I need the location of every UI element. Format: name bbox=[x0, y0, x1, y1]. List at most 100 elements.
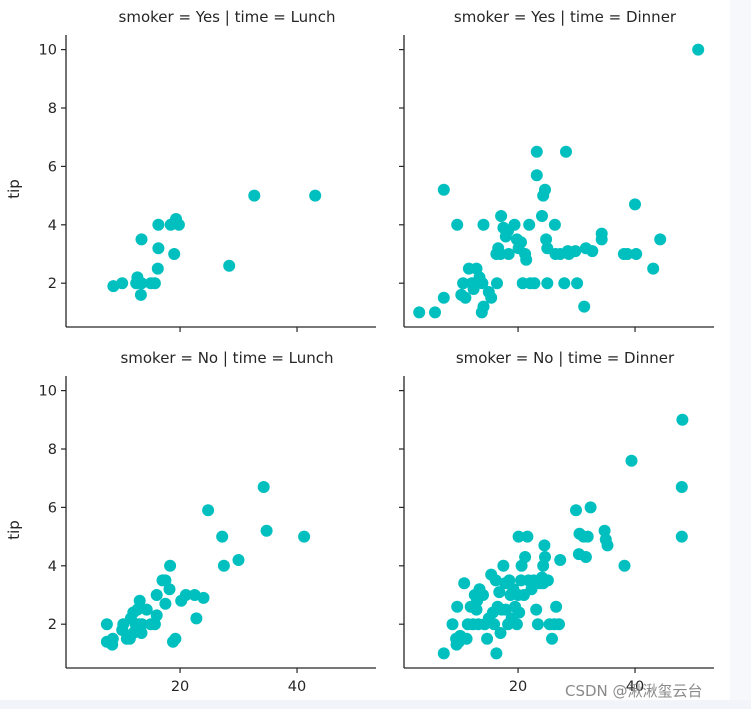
data-point bbox=[459, 291, 472, 304]
data-point bbox=[135, 277, 148, 290]
data-point bbox=[116, 277, 129, 290]
y-axis-label: tip bbox=[5, 520, 23, 540]
data-point bbox=[100, 618, 113, 631]
data-point bbox=[629, 198, 641, 211]
data-point bbox=[248, 189, 261, 202]
data-point bbox=[232, 554, 245, 566]
data-point bbox=[136, 618, 148, 631]
panel-title: smoker = No | time = Dinner bbox=[456, 349, 675, 367]
panel-title: smoker = Yes | time = Dinner bbox=[454, 8, 677, 26]
data-point bbox=[457, 277, 470, 290]
data-point bbox=[560, 145, 572, 158]
data-point bbox=[451, 600, 464, 613]
facet-panel: smoker = Yes | time = Dinner bbox=[399, 8, 714, 332]
data-point bbox=[489, 574, 502, 587]
data-point bbox=[164, 559, 177, 572]
data-point bbox=[513, 606, 526, 619]
data-point bbox=[140, 603, 153, 616]
y-tick-label: 8 bbox=[48, 101, 57, 117]
data-point bbox=[502, 248, 515, 260]
data-point bbox=[595, 227, 608, 240]
data-point bbox=[476, 277, 489, 290]
data-point bbox=[223, 259, 236, 272]
data-point bbox=[437, 183, 450, 196]
data-point bbox=[451, 218, 464, 231]
data-point bbox=[309, 189, 322, 202]
data-point bbox=[530, 603, 543, 616]
data-point bbox=[692, 43, 705, 56]
data-point bbox=[257, 481, 270, 493]
data-point bbox=[429, 306, 441, 319]
y-tick-label: 2 bbox=[48, 276, 57, 292]
data-point bbox=[485, 291, 498, 304]
data-point bbox=[675, 481, 688, 493]
data-point bbox=[458, 577, 471, 590]
data-point bbox=[150, 609, 163, 622]
data-point bbox=[216, 530, 229, 543]
data-point bbox=[618, 559, 631, 572]
data-point bbox=[202, 504, 215, 517]
data-point bbox=[553, 618, 565, 631]
data-point bbox=[497, 559, 510, 572]
data-point bbox=[520, 253, 533, 266]
data-point bbox=[172, 218, 185, 231]
data-point bbox=[493, 586, 506, 599]
data-point bbox=[548, 218, 561, 231]
data-point bbox=[148, 277, 161, 290]
data-point bbox=[541, 574, 554, 587]
data-point bbox=[460, 632, 473, 645]
x-tick-label: 40 bbox=[288, 679, 306, 695]
data-point bbox=[536, 210, 548, 222]
data-point bbox=[190, 612, 203, 625]
data-point bbox=[570, 504, 582, 517]
data-point bbox=[519, 551, 532, 563]
data-point bbox=[168, 248, 181, 260]
data-point bbox=[491, 277, 503, 290]
data-point bbox=[152, 242, 165, 255]
data-point bbox=[494, 248, 507, 260]
page-bottom-strip bbox=[0, 700, 751, 709]
data-point bbox=[539, 551, 551, 563]
data-point bbox=[135, 627, 148, 639]
data-point bbox=[179, 589, 192, 601]
data-point bbox=[135, 233, 148, 246]
data-point bbox=[546, 632, 558, 645]
data-point bbox=[217, 559, 230, 572]
data-point bbox=[530, 145, 543, 158]
panel-title: smoker = No | time = Lunch bbox=[120, 349, 333, 367]
data-point bbox=[621, 248, 634, 260]
data-point bbox=[151, 262, 164, 275]
data-point bbox=[477, 589, 489, 601]
y-tick-label: 8 bbox=[48, 442, 57, 458]
data-point bbox=[134, 288, 147, 301]
data-point bbox=[446, 618, 459, 631]
data-point bbox=[499, 603, 512, 616]
data-point bbox=[169, 632, 182, 645]
y-tick-label: 6 bbox=[48, 500, 57, 516]
data-point bbox=[495, 210, 508, 222]
data-point bbox=[571, 277, 584, 290]
data-point bbox=[528, 277, 541, 290]
data-point bbox=[510, 618, 523, 631]
y-tick-label: 10 bbox=[39, 384, 57, 400]
panel-title: smoker = Yes | time = Lunch bbox=[119, 8, 336, 26]
data-point bbox=[488, 618, 501, 631]
data-point bbox=[508, 218, 521, 231]
data-point bbox=[586, 245, 599, 258]
data-point bbox=[531, 618, 544, 631]
data-point bbox=[477, 218, 490, 231]
data-point bbox=[675, 530, 688, 543]
facet-panel: smoker = No | time = Dinner 20 40 bbox=[399, 349, 714, 695]
data-point bbox=[490, 647, 503, 660]
x-tick-label: 20 bbox=[509, 679, 527, 695]
data-point bbox=[413, 306, 426, 319]
data-point bbox=[152, 218, 165, 231]
data-point bbox=[437, 291, 450, 304]
facet-panel: smoker = Yes | time = Lunch 2 4 6 8 10 tip bbox=[5, 8, 376, 332]
data-point bbox=[578, 300, 591, 313]
data-point bbox=[494, 627, 507, 639]
data-point bbox=[601, 539, 614, 552]
x-tick-label: 20 bbox=[171, 679, 189, 695]
data-point bbox=[106, 638, 119, 651]
page-margin-strip bbox=[730, 0, 751, 709]
